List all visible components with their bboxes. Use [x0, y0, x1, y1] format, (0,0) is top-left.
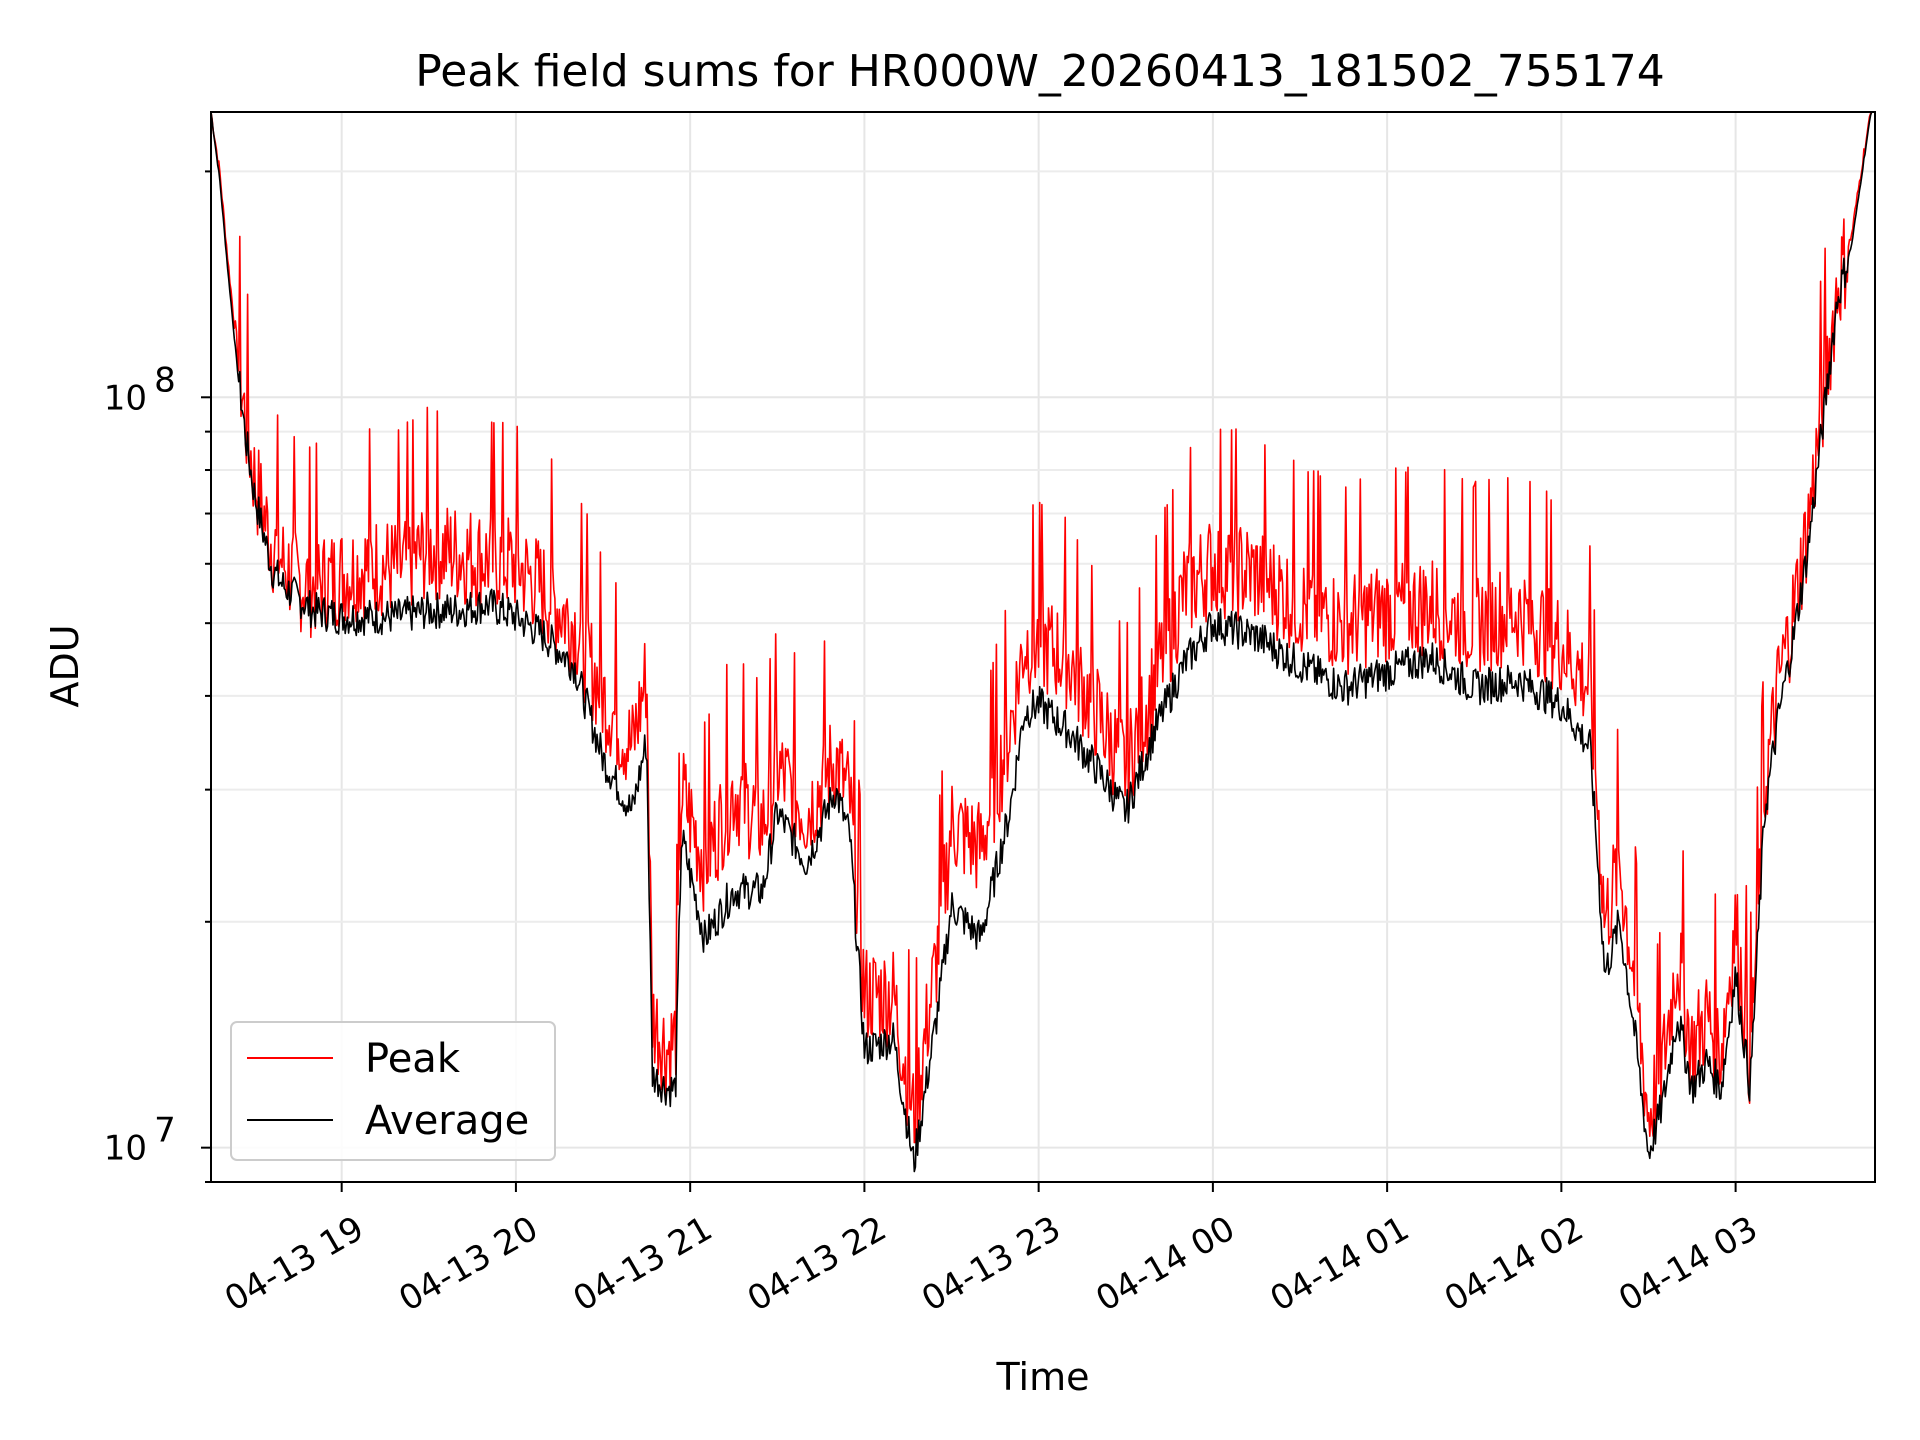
y-tick-label: 10 — [104, 1129, 147, 1169]
series-line-average — [210, 111, 1875, 1173]
legend-box — [230, 1021, 556, 1161]
y-axis-label: ADU — [43, 624, 87, 707]
y-tick-label: 10 — [104, 378, 147, 418]
legend: Peak Average — [230, 1021, 556, 1161]
legend-average-label: Average — [365, 1098, 529, 1144]
series-line-peak — [210, 111, 1875, 1144]
legend-peak-label: Peak — [365, 1036, 461, 1082]
y-tick-label-exponent: 7 — [154, 1111, 176, 1151]
chart-title: Peak field sums for HR000W_20260413_1815… — [415, 46, 1665, 97]
plot-frame — [210, 111, 1876, 1183]
y-tick-label-exponent: 8 — [154, 360, 176, 400]
x-axis-label: Time — [996, 1355, 1090, 1399]
series-lines — [210, 111, 1875, 1173]
